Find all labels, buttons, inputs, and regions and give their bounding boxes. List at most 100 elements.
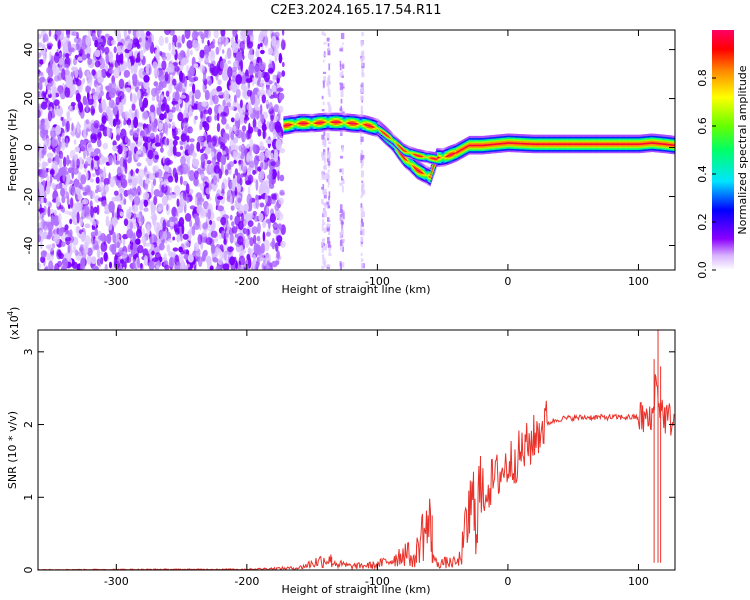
heatmap-noise-cell bbox=[72, 168, 79, 175]
heatmap-noise-cell bbox=[132, 73, 138, 83]
heatmap-noise-cell bbox=[97, 197, 104, 202]
heatmap-noise-cell bbox=[240, 75, 246, 86]
heatmap-noise-cell bbox=[237, 235, 244, 246]
heatmap-streak-cell bbox=[361, 89, 365, 93]
heatmap-noise-cell bbox=[97, 38, 104, 43]
heatmap-noise-cell bbox=[135, 57, 139, 63]
heatmap-noise-cell bbox=[278, 105, 284, 114]
heatmap-noise-cell bbox=[144, 179, 151, 184]
heatmap-noise-cell bbox=[66, 120, 70, 132]
heatmap-noise-cell bbox=[223, 69, 228, 78]
heatmap-noise-cell bbox=[43, 205, 47, 216]
heatmap-noise-cell bbox=[242, 104, 246, 112]
heatmap-noise-cell bbox=[265, 100, 269, 105]
heatmap-ridge-cell bbox=[285, 125, 287, 129]
heatmap-noise-cell bbox=[64, 251, 72, 260]
heatmap-noise-cell bbox=[38, 162, 41, 168]
heatmap-noise-cell bbox=[269, 213, 276, 224]
heatmap-noise-cell bbox=[233, 256, 237, 263]
heatmap-noise-cell bbox=[100, 199, 107, 207]
heatmap-noise-cell bbox=[58, 252, 64, 260]
heatmap-noise-cell bbox=[131, 221, 138, 230]
heatmap-noise-cell bbox=[100, 83, 103, 93]
heatmap-noise-cell bbox=[229, 138, 236, 148]
heatmap-noise-cell bbox=[149, 104, 156, 113]
heatmap-noise-cell bbox=[126, 208, 132, 220]
heatmap-streak-cell bbox=[339, 182, 343, 186]
heatmap-noise-cell bbox=[152, 257, 159, 262]
heatmap-noise-cell bbox=[38, 33, 42, 40]
heatmap-streak-cell bbox=[361, 182, 365, 189]
heatmap-streak-cell bbox=[326, 175, 330, 179]
heatmap-noise-cell bbox=[92, 240, 99, 250]
heatmap-noise-cell bbox=[147, 160, 153, 166]
heatmap-ridge-cell bbox=[285, 116, 287, 119]
heatmap-noise-cell bbox=[176, 165, 183, 176]
heatmap-noise-cell bbox=[268, 80, 273, 85]
heatmap-noise-cell bbox=[74, 201, 82, 213]
heatmap-noise-cell bbox=[281, 70, 286, 77]
heatmap-ridge-cell bbox=[287, 130, 289, 133]
heatmap-noise-cell bbox=[205, 237, 213, 245]
heatmap-streak-cell bbox=[361, 86, 363, 92]
heatmap-noise-cell bbox=[39, 123, 46, 130]
heatmap-streak-cell bbox=[340, 131, 343, 136]
heatmap-noise-cell bbox=[79, 265, 86, 270]
heatmap-noise-cell bbox=[47, 76, 51, 84]
heatmap-noise-cell bbox=[169, 216, 176, 222]
heatmap-noise-cell bbox=[164, 71, 169, 82]
heatmap-noise-cell bbox=[156, 51, 160, 62]
heatmap-noise-cell bbox=[226, 101, 232, 108]
heatmap-streak-cell bbox=[321, 265, 324, 270]
heatmap-streak-cell bbox=[322, 258, 326, 265]
heatmap-noise-cell bbox=[237, 197, 242, 204]
heatmap-noise-cell bbox=[253, 234, 257, 245]
heatmap-noise-cell bbox=[227, 176, 231, 185]
heatmap-noise-cell bbox=[126, 228, 134, 239]
heatmap-noise-cell bbox=[105, 234, 112, 244]
heatmap-noise-cell bbox=[66, 195, 70, 206]
heatmap-noise-cell bbox=[181, 34, 185, 44]
heatmap-noise-cell bbox=[123, 30, 127, 39]
heatmap-noise-cell bbox=[267, 89, 272, 97]
heatmap-noise-cell bbox=[119, 249, 124, 256]
heatmap-noise-cell bbox=[151, 244, 155, 250]
heatmap-noise-cell bbox=[193, 177, 199, 187]
heatmap-streak-cell bbox=[326, 137, 330, 141]
heatmap-noise-cell bbox=[159, 51, 163, 56]
heatmap-noise-cell bbox=[173, 185, 181, 197]
heatmap-streak-cell bbox=[341, 149, 344, 152]
heatmap-noise-cell bbox=[40, 197, 44, 203]
heatmap-streak-cell bbox=[323, 164, 327, 171]
heatmap-noise-cell bbox=[50, 127, 56, 132]
heatmap-noise-cell bbox=[92, 265, 99, 270]
heatmap-noise-cell bbox=[45, 137, 52, 148]
heatmap-noise-cell bbox=[203, 122, 210, 132]
heatmap-streak-cell bbox=[327, 104, 331, 107]
heatmap-ridge-cell bbox=[284, 121, 286, 124]
heatmap-noise-cell bbox=[195, 251, 202, 257]
heatmap-noise-cell bbox=[144, 242, 151, 247]
heatmap-noise-cell bbox=[274, 115, 279, 121]
heatmap-noise-cell bbox=[51, 90, 56, 102]
heatmap-noise-cell bbox=[207, 107, 213, 115]
heatmap-streak-cell bbox=[341, 185, 344, 193]
heatmap-noise-cell bbox=[76, 158, 80, 169]
heatmap-noise-cell bbox=[273, 49, 280, 58]
heatmap-noise-cell bbox=[82, 198, 89, 205]
heatmap-noise-cell bbox=[203, 44, 210, 56]
heatmap-streak-cell bbox=[328, 161, 331, 166]
heatmap-noise-cell bbox=[276, 194, 280, 200]
heatmap-noise-cell bbox=[209, 63, 215, 73]
heatmap-streak-cell bbox=[321, 199, 324, 204]
heatmap-noise-cell bbox=[128, 50, 133, 57]
heatmap-streak-cell bbox=[360, 253, 363, 256]
heatmap-streak-cell bbox=[361, 50, 365, 57]
heatmap-noise-cell bbox=[39, 229, 43, 237]
heatmap-noise-cell bbox=[139, 49, 144, 60]
heatmap-noise-cell bbox=[247, 30, 253, 36]
heatmap-noise-cell bbox=[246, 153, 251, 163]
heatmap-ridge-cell bbox=[286, 115, 288, 119]
heatmap-noise-cell bbox=[71, 261, 78, 269]
